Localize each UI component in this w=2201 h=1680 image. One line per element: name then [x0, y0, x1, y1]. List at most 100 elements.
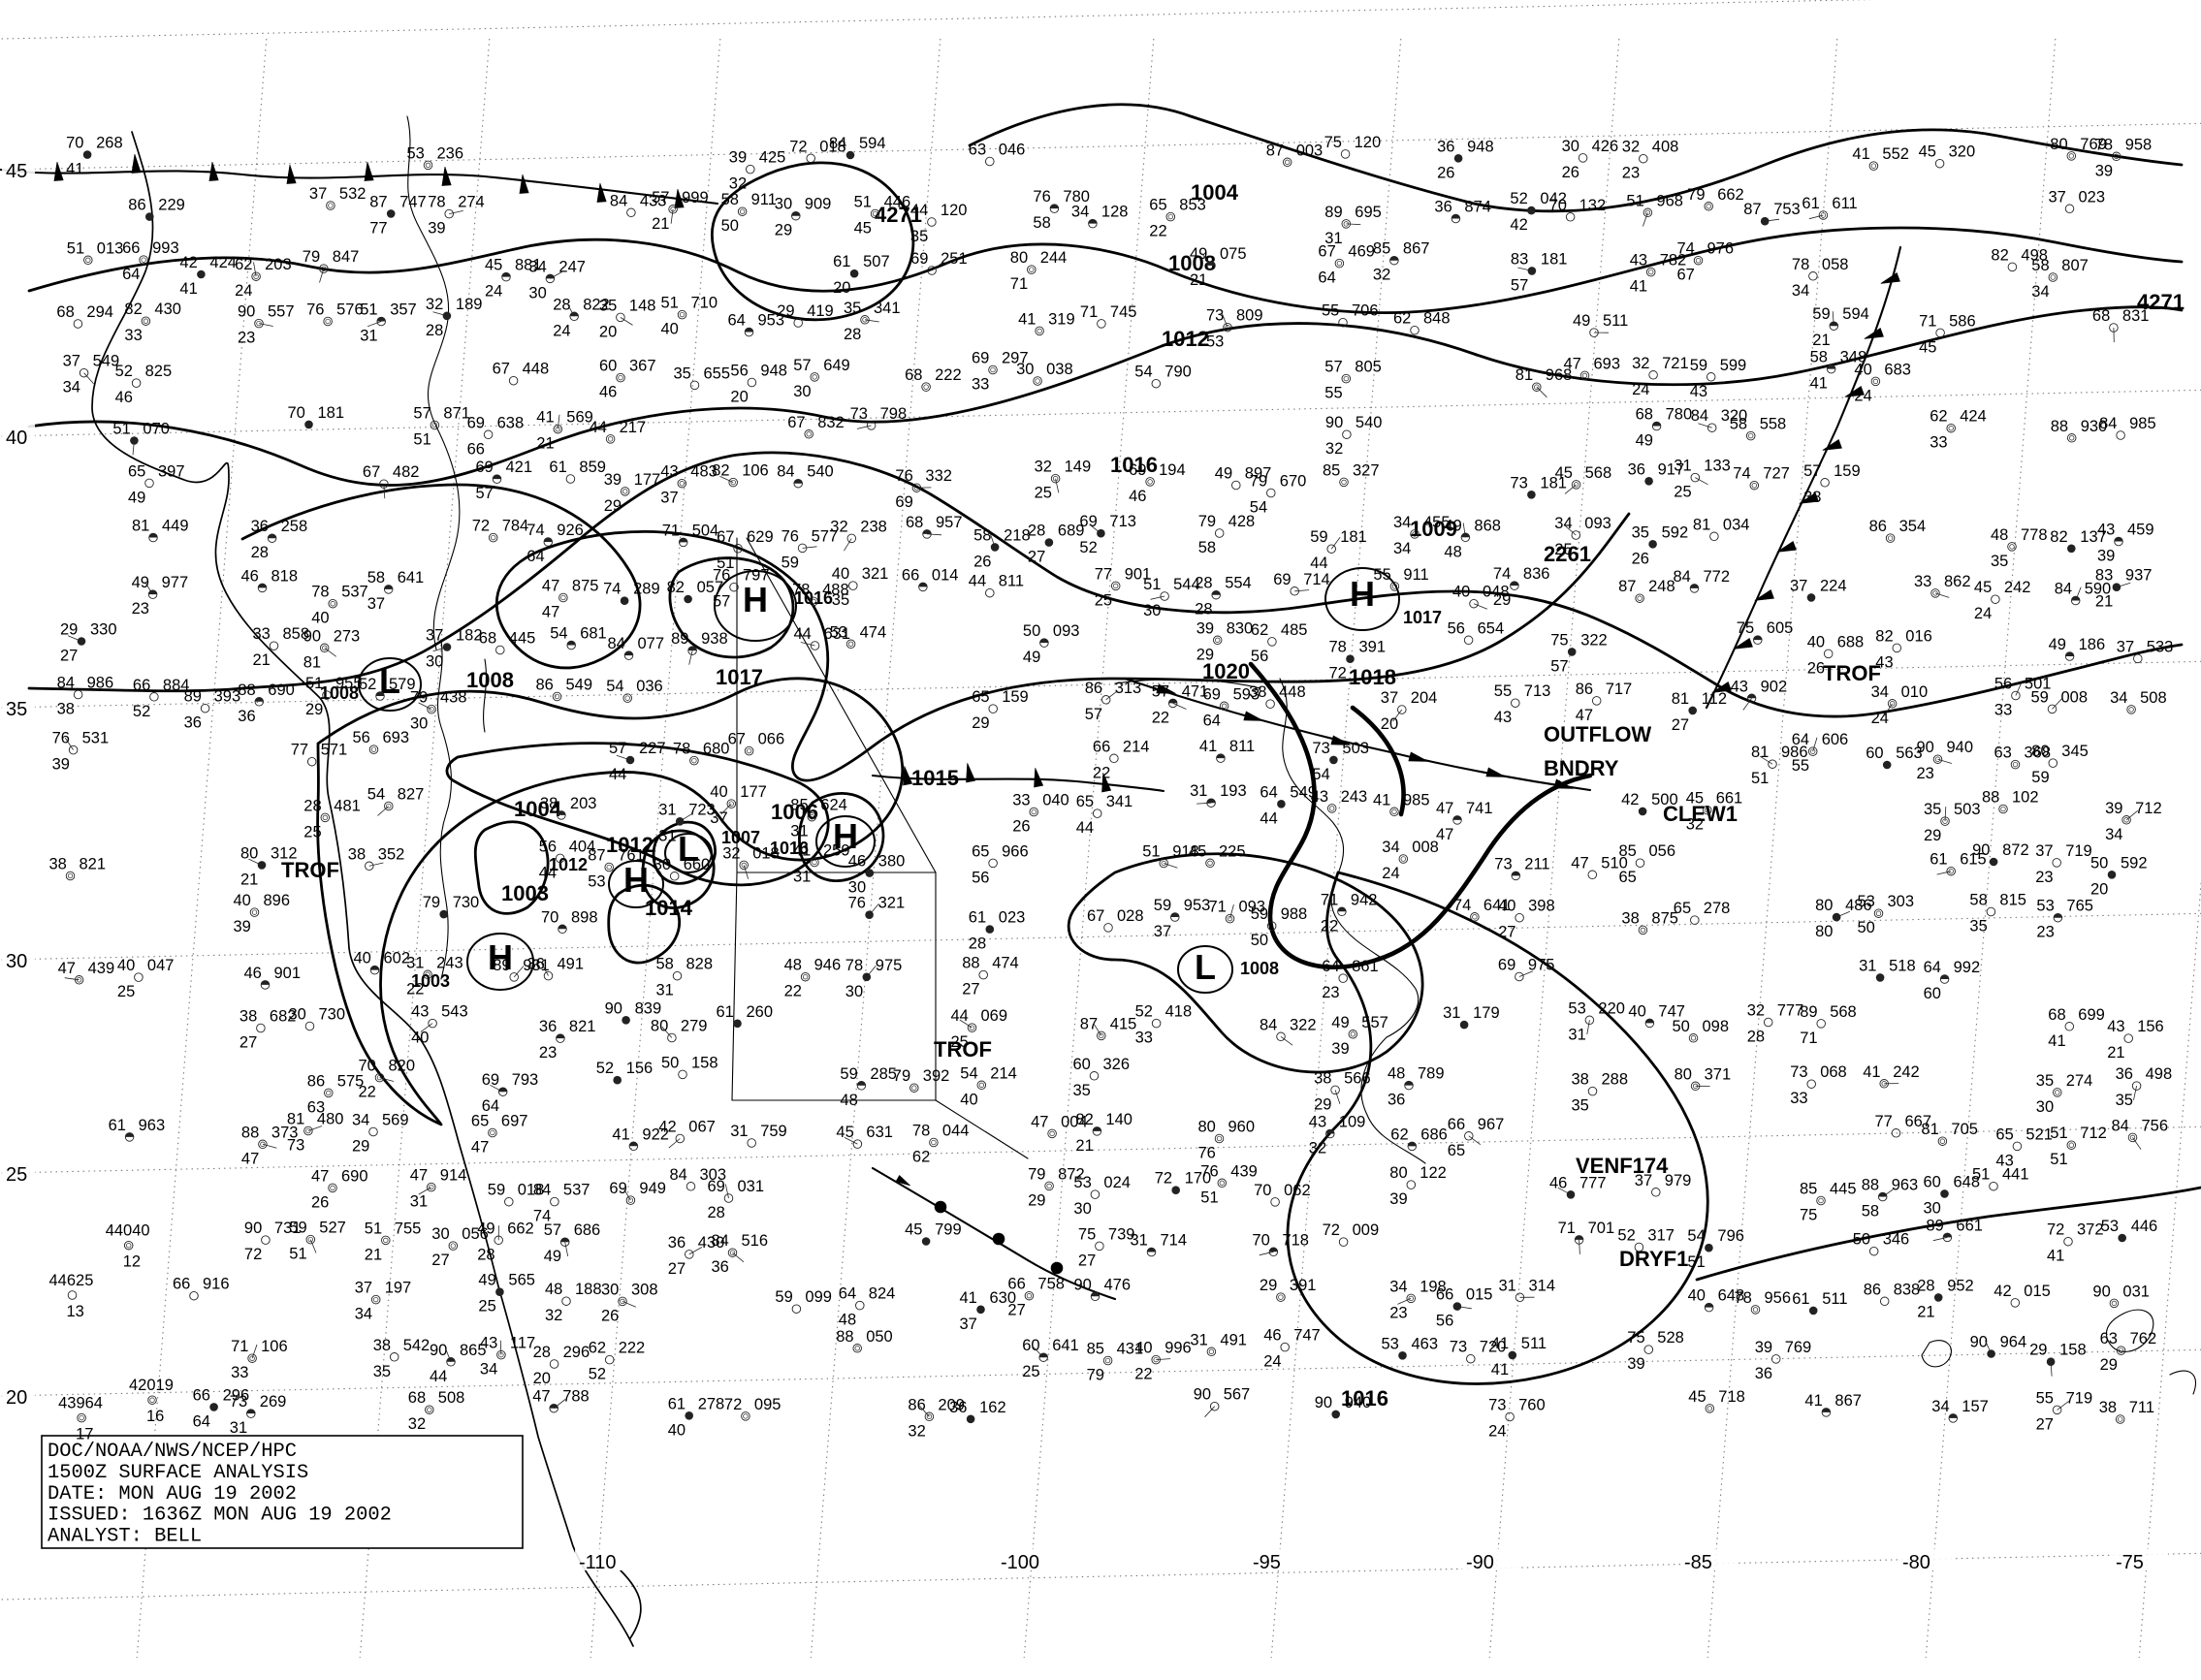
- svg-text:204: 204: [1411, 689, 1438, 707]
- svg-text:82: 82: [124, 301, 142, 318]
- svg-text:222: 222: [619, 1340, 646, 1357]
- svg-text:47: 47: [532, 1388, 550, 1406]
- svg-text:40: 40: [234, 892, 251, 909]
- svg-text:24: 24: [235, 282, 252, 300]
- svg-text:57: 57: [544, 1221, 561, 1239]
- svg-text:41: 41: [793, 842, 811, 860]
- svg-text:67: 67: [1318, 243, 1335, 261]
- svg-text:61: 61: [833, 253, 850, 270]
- svg-text:976: 976: [1707, 240, 1735, 258]
- svg-text:39: 39: [1331, 1040, 1349, 1058]
- svg-text:706: 706: [1352, 302, 1379, 320]
- svg-text:84: 84: [1674, 568, 1691, 586]
- svg-text:594: 594: [1842, 305, 1869, 323]
- svg-text:23: 23: [1917, 765, 1934, 782]
- svg-text:51: 51: [305, 675, 323, 692]
- svg-text:48: 48: [839, 1312, 856, 1329]
- svg-text:43: 43: [1311, 788, 1328, 806]
- svg-text:537: 537: [341, 584, 368, 601]
- svg-text:57: 57: [1152, 682, 1169, 700]
- svg-text:34: 34: [1931, 1398, 1949, 1415]
- svg-text:474: 474: [992, 955, 1019, 972]
- svg-text:64: 64: [122, 266, 140, 283]
- svg-text:80: 80: [1389, 1164, 1407, 1182]
- svg-text:89: 89: [184, 688, 202, 706]
- svg-text:50: 50: [661, 1054, 679, 1071]
- svg-text:236: 236: [437, 144, 464, 162]
- svg-text:445: 445: [1830, 1181, 1857, 1198]
- svg-text:32: 32: [1373, 267, 1390, 284]
- svg-text:49: 49: [477, 1220, 494, 1237]
- svg-text:69: 69: [910, 250, 928, 268]
- svg-text:606: 606: [1822, 731, 1849, 748]
- svg-text:45: 45: [1555, 464, 1573, 482]
- svg-text:88: 88: [836, 1328, 853, 1346]
- svg-text:33: 33: [1930, 434, 1947, 452]
- svg-text:42: 42: [1994, 1283, 2011, 1300]
- svg-text:87: 87: [1080, 1015, 1098, 1032]
- svg-text:322: 322: [1290, 1016, 1317, 1033]
- svg-text:57: 57: [1550, 657, 1568, 675]
- svg-text:81: 81: [303, 653, 321, 671]
- svg-text:22: 22: [1134, 1366, 1152, 1383]
- svg-text:77: 77: [291, 742, 308, 759]
- svg-text:986: 986: [87, 675, 114, 692]
- svg-text:352: 352: [378, 845, 405, 863]
- svg-text:66: 66: [122, 239, 140, 257]
- svg-text:40: 40: [1498, 898, 1515, 915]
- svg-text:36: 36: [1434, 199, 1451, 216]
- svg-text:51: 51: [1972, 1166, 1990, 1184]
- svg-text:1500Z SURFACE ANALYSIS: 1500Z SURFACE ANALYSIS: [48, 1462, 308, 1484]
- svg-text:244: 244: [1040, 249, 1068, 267]
- svg-text:45: 45: [1688, 1388, 1706, 1406]
- svg-text:056: 056: [1649, 842, 1676, 860]
- svg-text:45: 45: [1686, 790, 1704, 808]
- svg-text:41: 41: [612, 1125, 629, 1143]
- svg-text:ISSUED: 1636Z MON AUG 19 2002: ISSUED: 1636Z MON AUG 19 2002: [48, 1505, 392, 1527]
- svg-text:44: 44: [910, 202, 928, 219]
- svg-text:662: 662: [507, 1220, 534, 1237]
- svg-text:73: 73: [287, 1137, 304, 1155]
- svg-text:80: 80: [1815, 923, 1833, 940]
- svg-text:32: 32: [545, 1307, 562, 1324]
- svg-text:811: 811: [1229, 738, 1255, 755]
- svg-text:016: 016: [1905, 627, 1932, 645]
- svg-text:69: 69: [1079, 513, 1097, 530]
- svg-text:-85: -85: [1684, 1552, 1712, 1573]
- svg-text:47: 47: [58, 960, 76, 977]
- svg-text:47: 47: [471, 1139, 489, 1157]
- svg-text:516: 516: [742, 1232, 769, 1250]
- svg-text:66: 66: [173, 1276, 190, 1293]
- svg-text:34: 34: [2031, 283, 2049, 301]
- svg-text:53: 53: [2101, 1218, 2119, 1235]
- svg-text:631: 631: [866, 1124, 893, 1141]
- svg-text:47: 47: [410, 1167, 428, 1185]
- svg-text:38: 38: [1803, 489, 1821, 506]
- svg-text:953: 953: [1184, 897, 1211, 914]
- svg-text:093: 093: [1584, 515, 1611, 532]
- svg-text:72: 72: [1323, 1221, 1340, 1239]
- svg-text:53: 53: [588, 873, 605, 891]
- svg-text:269: 269: [260, 1393, 287, 1411]
- svg-text:013: 013: [97, 239, 124, 257]
- svg-text:64: 64: [1924, 959, 1941, 976]
- svg-text:313: 313: [1115, 680, 1142, 697]
- svg-text:H: H: [623, 860, 649, 900]
- svg-text:117: 117: [510, 1335, 535, 1352]
- svg-text:128: 128: [1101, 204, 1129, 221]
- svg-text:35: 35: [832, 591, 849, 609]
- svg-text:89: 89: [1800, 1003, 1817, 1021]
- svg-text:48: 48: [1991, 526, 2008, 544]
- svg-text:34: 34: [1393, 514, 1411, 531]
- svg-text:25: 25: [117, 983, 135, 1000]
- svg-text:554: 554: [1225, 575, 1252, 592]
- svg-text:87: 87: [1618, 578, 1636, 595]
- svg-text:624: 624: [820, 797, 847, 814]
- svg-text:38: 38: [49, 856, 67, 873]
- svg-text:83: 83: [1511, 250, 1528, 268]
- svg-text:73: 73: [230, 1393, 247, 1411]
- svg-text:45: 45: [485, 257, 502, 274]
- svg-text:821: 821: [80, 856, 107, 873]
- svg-text:88: 88: [1982, 789, 1999, 807]
- svg-text:847: 847: [333, 248, 360, 266]
